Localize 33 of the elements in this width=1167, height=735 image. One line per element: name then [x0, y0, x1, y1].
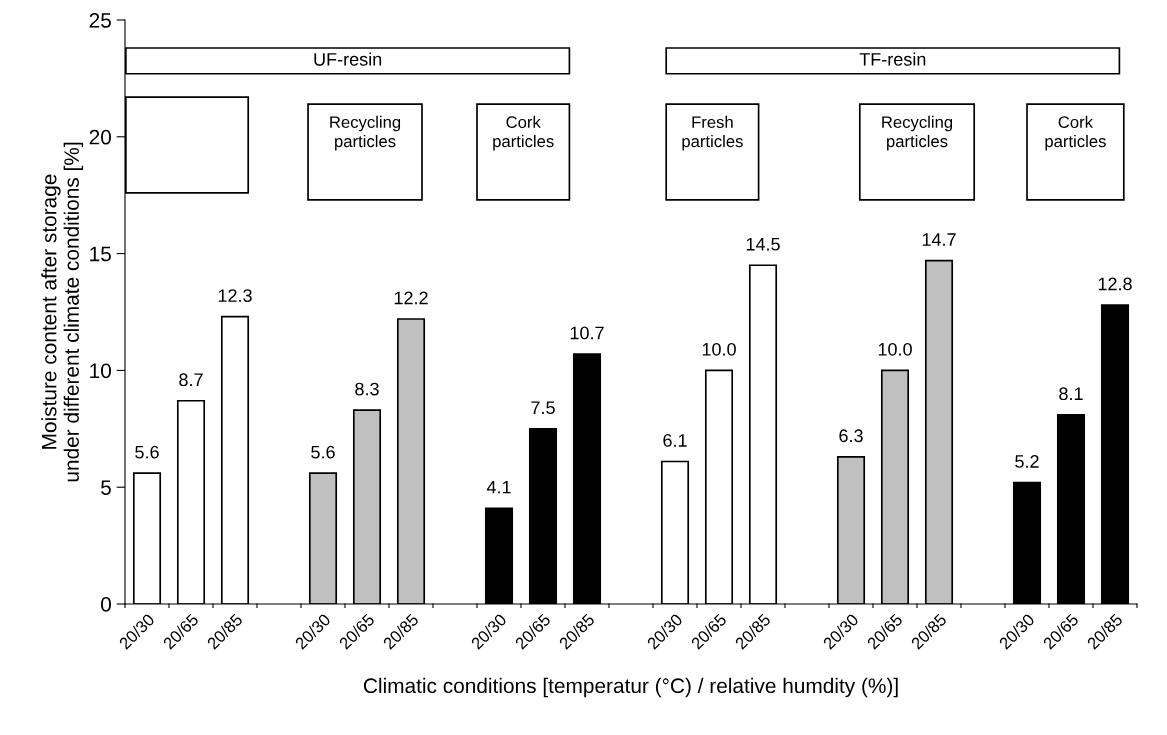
y-tick-label: 25	[89, 13, 111, 28]
data-label: 5.6	[311, 445, 335, 459]
data-label: 12.2	[394, 291, 428, 305]
data-label: 5.6	[135, 445, 159, 459]
annotation: Recycling particles	[330, 115, 401, 151]
data-label: 7.5	[531, 401, 555, 415]
data-label: 14.5	[746, 238, 780, 251]
data-label: 8.1	[1059, 387, 1083, 401]
data-label: 14.7	[922, 233, 956, 246]
y-axis-title: Moisture content after storage under different climate conditions [%]	[41, 142, 84, 482]
annotation: UF-resin	[314, 52, 382, 66]
y-tick-label: 5	[101, 480, 111, 495]
data-label: 6.3	[839, 429, 863, 443]
annotation: Cork particles	[1045, 115, 1106, 151]
data-label: 8.7	[179, 373, 203, 387]
data-label: 10.0	[702, 342, 736, 356]
annotation: TF-resin	[859, 52, 926, 66]
y-tick-label: 10	[90, 363, 111, 379]
data-label: 4.1	[486, 480, 511, 494]
data-label: 10.0	[878, 342, 912, 356]
y-tick-label: 0	[101, 597, 111, 612]
y-tick-label: 20	[89, 129, 111, 145]
data-label: 12.3	[218, 289, 252, 302]
data-label: 8.3	[355, 382, 379, 396]
y-tick-label: 15	[90, 246, 111, 262]
data-label: 6.1	[663, 434, 687, 447]
annotation: Cork particles	[493, 115, 554, 151]
data-label: 12.8	[1098, 277, 1132, 291]
annotation: Fresh particles	[682, 115, 743, 151]
data-label: 10.7	[570, 326, 604, 340]
x-axis-title: Climatic conditions [temperatur (°C) / relative humdity (%)]	[363, 677, 898, 698]
annotation: Recycling particles	[882, 115, 953, 151]
data-label: 5.2	[1015, 455, 1039, 468]
